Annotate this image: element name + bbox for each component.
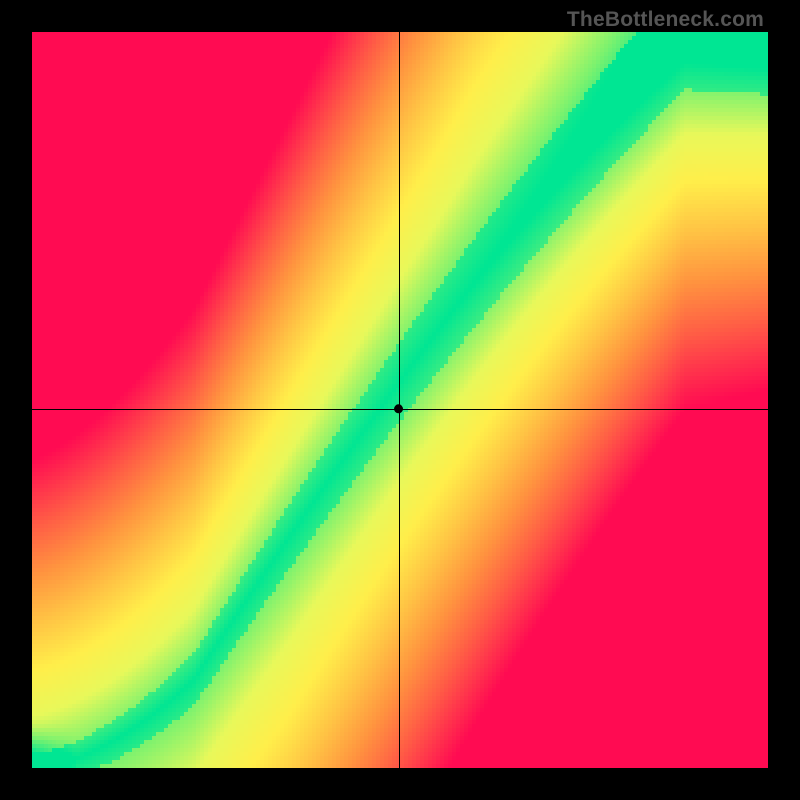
chart-container: TheBottleneck.com <box>0 0 800 800</box>
watermark-text: TheBottleneck.com <box>567 8 764 32</box>
bottleneck-heatmap <box>0 0 800 800</box>
